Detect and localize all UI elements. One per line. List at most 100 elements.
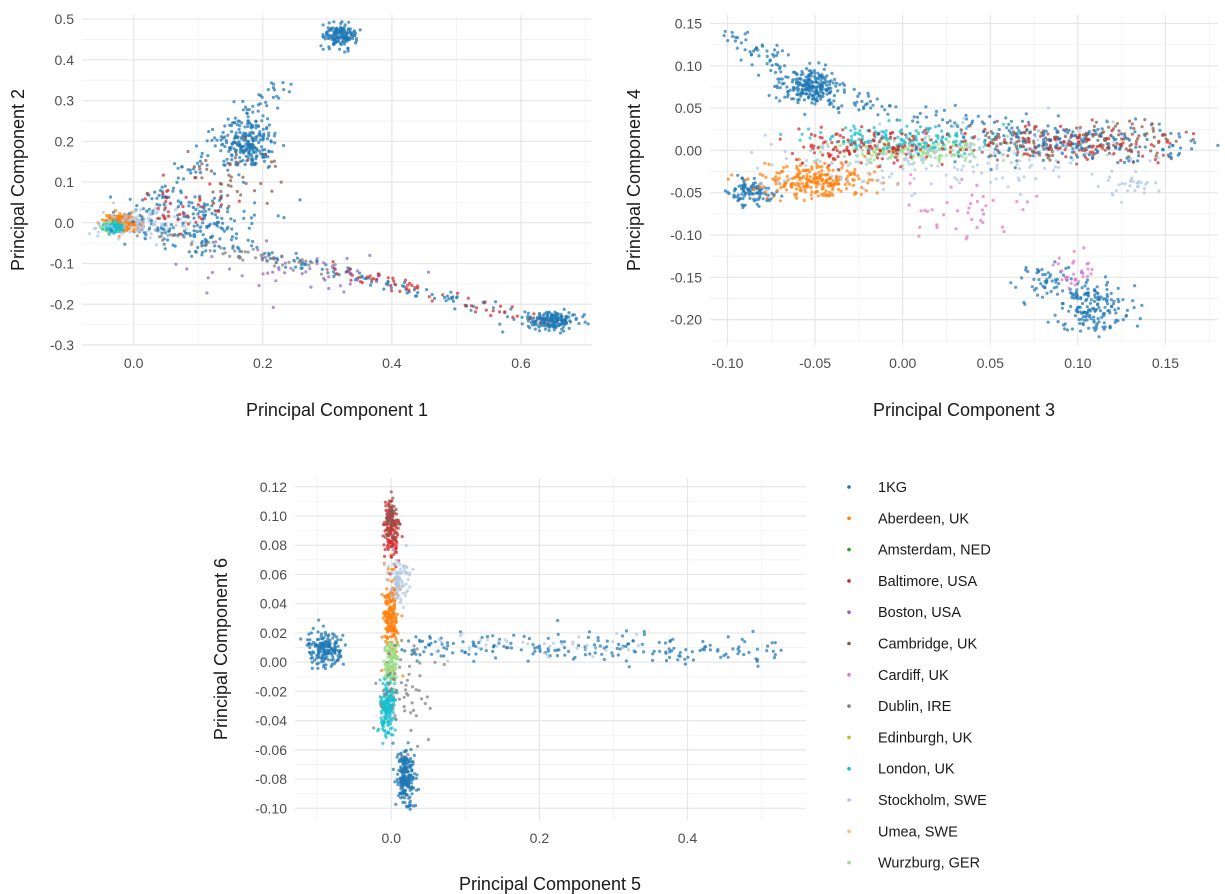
y-tick-label: 0.4 bbox=[55, 52, 75, 68]
data-point bbox=[1077, 317, 1081, 322]
data-point bbox=[354, 37, 358, 41]
data-point bbox=[857, 92, 861, 96]
data-point bbox=[445, 294, 449, 298]
data-point bbox=[533, 649, 537, 653]
data-point bbox=[862, 106, 866, 111]
data-point bbox=[940, 162, 944, 167]
data-point bbox=[167, 229, 171, 233]
data-point bbox=[1074, 134, 1078, 138]
data-point bbox=[777, 176, 781, 180]
data-point bbox=[223, 163, 227, 167]
data-point bbox=[876, 131, 880, 135]
data-point bbox=[404, 760, 408, 764]
data-point bbox=[906, 159, 910, 163]
data-point bbox=[1167, 145, 1171, 149]
data-point bbox=[218, 237, 222, 241]
data-point bbox=[698, 648, 702, 653]
data-point bbox=[390, 629, 394, 633]
data-point bbox=[958, 148, 963, 152]
data-point bbox=[111, 210, 116, 214]
data-point bbox=[137, 226, 141, 230]
data-point bbox=[1112, 299, 1116, 303]
data-point bbox=[309, 656, 313, 660]
data-point bbox=[1157, 122, 1161, 126]
data-point bbox=[889, 156, 893, 160]
data-point bbox=[919, 147, 923, 151]
data-point bbox=[255, 148, 259, 152]
data-point bbox=[221, 221, 225, 225]
data-point bbox=[837, 182, 841, 186]
data-point bbox=[125, 228, 129, 232]
data-point bbox=[972, 154, 976, 158]
data-point bbox=[326, 271, 330, 275]
data-point bbox=[277, 96, 281, 100]
data-point bbox=[252, 213, 256, 217]
x-tick-label: 0.10 bbox=[1064, 355, 1091, 371]
data-point bbox=[953, 133, 958, 137]
data-point bbox=[331, 260, 335, 264]
data-point bbox=[265, 137, 269, 141]
data-point bbox=[273, 164, 277, 168]
data-point bbox=[271, 270, 275, 274]
data-point bbox=[994, 135, 998, 139]
data-point bbox=[321, 643, 325, 647]
data-point bbox=[765, 649, 769, 653]
data-point bbox=[136, 228, 140, 232]
data-point bbox=[803, 112, 807, 116]
data-point bbox=[962, 116, 966, 120]
data-point bbox=[1096, 317, 1100, 321]
data-point bbox=[947, 140, 951, 144]
data-point bbox=[427, 295, 431, 299]
data-point bbox=[348, 282, 352, 286]
data-point bbox=[901, 167, 905, 171]
data-point bbox=[406, 741, 410, 745]
data-point bbox=[895, 152, 899, 156]
data-point bbox=[736, 193, 740, 197]
data-point bbox=[1005, 134, 1010, 139]
data-point bbox=[964, 147, 969, 152]
data-point bbox=[964, 113, 968, 117]
data-point bbox=[247, 226, 251, 230]
data-point bbox=[876, 143, 880, 147]
data-point bbox=[444, 299, 448, 303]
data-point bbox=[200, 151, 204, 155]
data-point bbox=[651, 652, 655, 656]
data-point bbox=[1142, 132, 1147, 136]
data-point bbox=[981, 195, 985, 199]
data-point bbox=[835, 179, 839, 183]
data-point bbox=[195, 230, 199, 234]
data-point bbox=[1022, 140, 1026, 144]
data-point bbox=[779, 132, 783, 136]
data-point bbox=[767, 93, 771, 98]
data-point bbox=[388, 617, 392, 621]
y-tick-label: 0.5 bbox=[55, 11, 75, 27]
data-point bbox=[970, 121, 974, 125]
data-point bbox=[936, 136, 940, 140]
data-point bbox=[918, 111, 922, 115]
data-point bbox=[1143, 145, 1147, 149]
data-point bbox=[378, 678, 382, 682]
data-point bbox=[850, 134, 854, 138]
data-point bbox=[799, 73, 803, 77]
data-point bbox=[533, 646, 537, 650]
data-point bbox=[386, 567, 390, 571]
data-point bbox=[1179, 146, 1183, 150]
data-point bbox=[842, 88, 846, 92]
data-point bbox=[771, 649, 775, 653]
data-point bbox=[1129, 142, 1133, 147]
x-tick-label: 0.05 bbox=[977, 355, 1004, 371]
data-point bbox=[238, 124, 242, 128]
data-point bbox=[749, 185, 753, 189]
data-point bbox=[376, 729, 380, 733]
data-point bbox=[427, 643, 431, 647]
data-point bbox=[332, 274, 336, 279]
data-point bbox=[812, 144, 816, 148]
data-point bbox=[1045, 143, 1049, 147]
data-point bbox=[550, 316, 555, 320]
data-point bbox=[1101, 312, 1105, 316]
data-point bbox=[266, 155, 270, 159]
data-point bbox=[251, 104, 255, 108]
data-point bbox=[1053, 313, 1057, 317]
data-point bbox=[147, 207, 151, 211]
data-point bbox=[1140, 303, 1144, 307]
